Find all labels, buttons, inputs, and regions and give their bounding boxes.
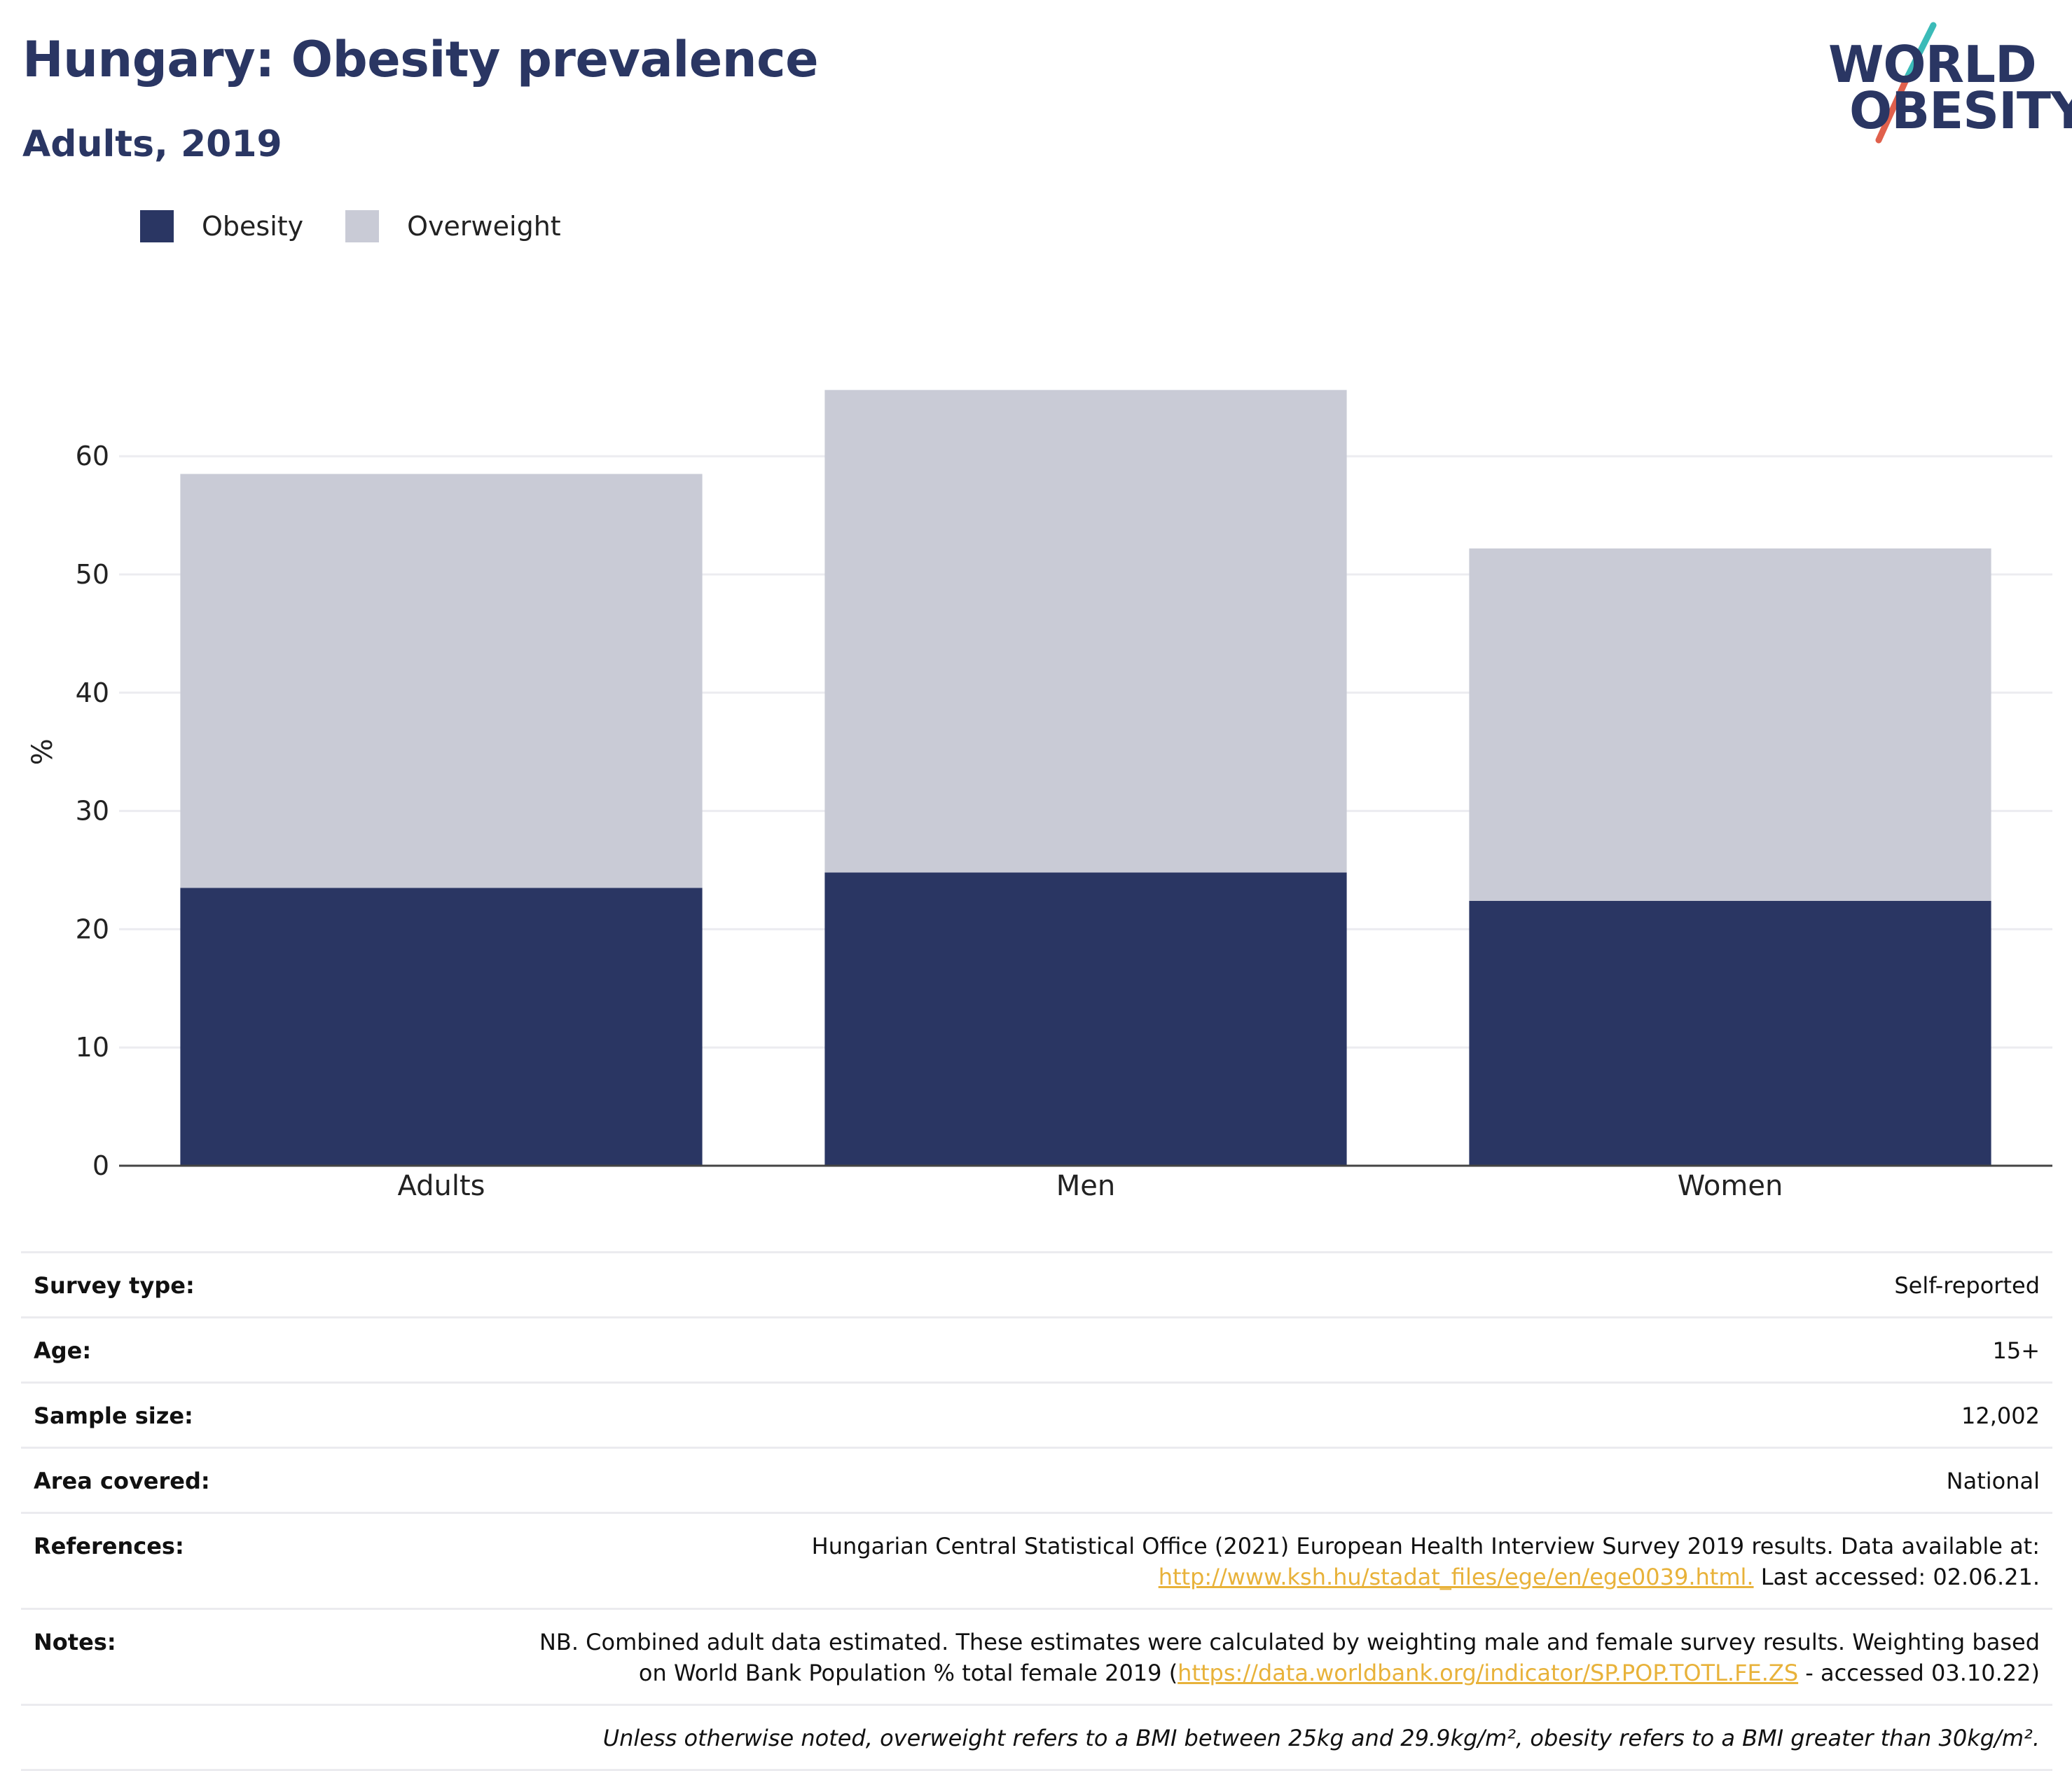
bar-overweight-adults	[180, 474, 703, 888]
legend-swatch-obesity	[140, 210, 174, 242]
y-tick-label: 40	[76, 677, 109, 708]
info-label: Age:	[34, 1337, 92, 1364]
chart-legend: Obesity Overweight	[140, 209, 603, 244]
info-value: 15+	[1992, 1337, 2040, 1364]
logo-slash-icon	[1875, 22, 1937, 144]
notes-text-2: on World Bank Population % total female …	[638, 1660, 1178, 1686]
x-category-label: Men	[1056, 1170, 1115, 1202]
x-category-label: Women	[1678, 1170, 1783, 1202]
chart-subtitle: Adults, 2019	[22, 123, 282, 165]
legend-label-obesity: Obesity	[202, 211, 304, 242]
notes-accessed: - accessed 03.10.22)	[1798, 1660, 2040, 1686]
x-category-label: Adults	[397, 1170, 485, 1202]
bmi-footnote: Unless otherwise noted, overweight refer…	[602, 1725, 2040, 1751]
bar-obesity-men	[824, 872, 1347, 1166]
references-accessed: Last accessed: 02.06.21.	[1753, 1564, 2040, 1590]
info-value: 12,002	[1961, 1403, 2040, 1429]
y-tick-label: 20	[76, 914, 109, 944]
info-row-survey-type: Survey type: Self-reported	[21, 1251, 2052, 1316]
references-value: Hungarian Central Statistical Office (20…	[812, 1531, 2040, 1592]
world-obesity-logo: WORLD OBESITY	[1828, 21, 2072, 147]
bar-overweight-women	[1469, 548, 1991, 901]
references-text: Hungarian Central Statistical Office (20…	[811, 1533, 2040, 1559]
info-label: References:	[34, 1533, 184, 1559]
legend-label-overweight: Overweight	[407, 211, 561, 242]
y-tick-label: 10	[76, 1032, 109, 1063]
bar-obesity-women	[1469, 900, 1991, 1166]
legend-item-obesity[interactable]: Obesity	[140, 210, 303, 242]
notes-value: NB. Combined adult data estimated. These…	[539, 1627, 2040, 1688]
info-label: Sample size:	[34, 1403, 193, 1429]
info-row-area-covered: Area covered: National	[21, 1447, 2052, 1512]
info-row-notes: Notes: NB. Combined adult data estimated…	[21, 1608, 2052, 1704]
info-label: Area covered:	[34, 1468, 210, 1494]
logo-text-world: WORLD	[1828, 35, 2037, 94]
info-value: National	[1946, 1468, 2040, 1494]
info-value: Self-reported	[1894, 1272, 2040, 1299]
logo-text-obesity: OBESITY	[1849, 81, 2072, 140]
info-label: Survey type:	[34, 1272, 195, 1299]
legend-swatch-overweight	[345, 210, 380, 242]
info-row-age: Age: 15+	[21, 1316, 2052, 1381]
info-row-sample-size: Sample size: 12,002	[21, 1381, 2052, 1447]
bar-obesity-adults	[180, 888, 703, 1166]
survey-info-table: Survey type: Self-reported Age: 15+ Samp…	[21, 1251, 2052, 1771]
y-tick-label: 30	[76, 796, 109, 827]
bar-overweight-men	[824, 390, 1347, 873]
notes-link[interactable]: https://data.worldbank.org/indicator/SP.…	[1177, 1660, 1799, 1686]
references-link[interactable]: http://www.ksh.hu/stadat_files/ege/en/eg…	[1158, 1564, 1754, 1590]
info-row-references: References: Hungarian Central Statistica…	[21, 1512, 2052, 1608]
legend-item-overweight[interactable]: Overweight	[345, 210, 561, 242]
info-label: Notes:	[34, 1629, 116, 1655]
chart-title: Hungary: Obesity prevalence	[22, 31, 819, 88]
y-tick-label: 50	[76, 559, 109, 590]
y-tick-label: 0	[92, 1150, 109, 1181]
y-tick-label: 60	[76, 441, 109, 471]
y-axis-title: %	[27, 738, 59, 765]
info-row-footnote: Unless otherwise noted, overweight refer…	[21, 1704, 2052, 1771]
notes-text: NB. Combined adult data estimated. These…	[539, 1629, 2040, 1655]
stacked-bar-chart: 0 10 20 30 40 50 60 Adults Men Women%	[27, 390, 2052, 1202]
